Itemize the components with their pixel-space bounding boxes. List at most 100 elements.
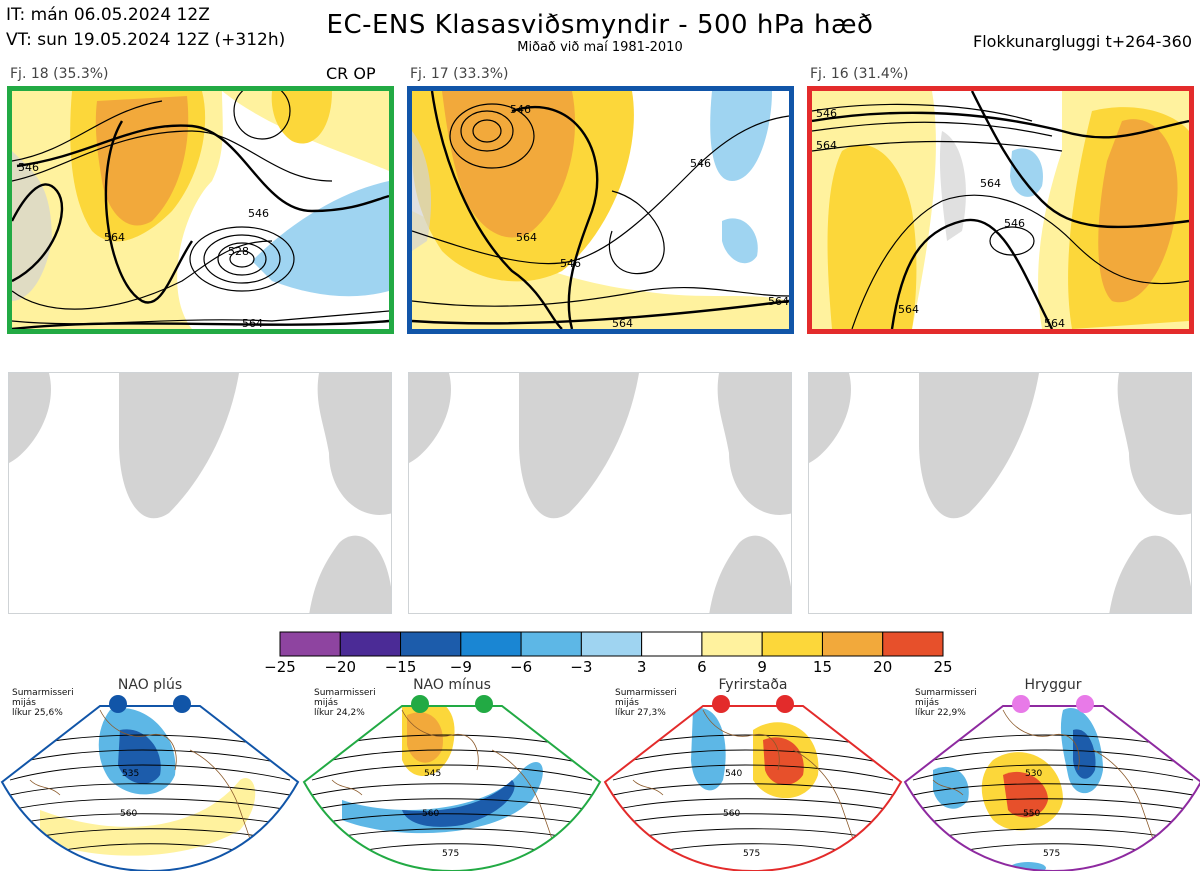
colorbar-bin-5	[580, 631, 643, 657]
regime-marker-left	[712, 695, 730, 713]
regime-contour-label: 575	[743, 849, 760, 859]
cluster-3-contour-label-1: 546	[816, 107, 837, 120]
colorbar-tick-0: −25	[264, 658, 296, 676]
colorbar-tick-6: 3	[637, 658, 647, 676]
regime-panel-3: Fyrirstaða Sumarmisseri mijás líkur 27,3% 54…	[603, 676, 903, 871]
regime-likelihood: líkur 27,3%	[615, 708, 666, 718]
regime-contour-label: 530	[1025, 769, 1042, 779]
colorbar-bin-3	[460, 631, 522, 657]
regime-info: Sumarmisseri mijás líkur 25,6%	[12, 688, 74, 718]
colorbar-bin-1	[339, 631, 402, 657]
colorbar-tick-9: 15	[813, 658, 832, 676]
cluster-1-contour-label-4: 546	[248, 207, 269, 220]
regime-marker-right	[1076, 695, 1094, 713]
colorbar-tick-8: 9	[757, 658, 767, 676]
colorbar-tick-10: 20	[873, 658, 892, 676]
colorbar-tick-4: −6	[510, 658, 532, 676]
cluster-3-contour-label-4: 546	[1004, 217, 1025, 230]
regime-mean: mijás	[615, 698, 639, 708]
cluster-2-map: 546 546 564 546 564 564	[407, 86, 794, 334]
classification-window: Flokkunargluggi t+264-360	[973, 32, 1192, 51]
cluster-2-contour-label-6: 564	[612, 317, 633, 329]
cluster-1-label: Fj. 18 (35.3%)	[10, 66, 109, 82]
regime-contour-label: 560	[120, 809, 137, 819]
regime-marker-right	[776, 695, 794, 713]
regime-contour-label: 560	[723, 809, 740, 819]
colorbar-bin-2	[400, 631, 462, 657]
cluster-3-label: Fj. 16 (31.4%)	[810, 66, 909, 82]
colorbar-bin-7	[701, 631, 763, 657]
colorbar-bin-4	[520, 631, 582, 657]
regime-contour-label: 540	[725, 769, 742, 779]
colorbar-tick-2: −15	[385, 658, 417, 676]
regime-map: 545 560 575	[302, 695, 602, 871]
regime-likelihood: líkur 24,2%	[314, 708, 365, 718]
regime-title: Hryggur	[1024, 677, 1082, 693]
cluster-2-field: 546 546 564 546 564 564	[412, 91, 789, 329]
regime-season: Sumarmisseri	[615, 688, 677, 698]
regime-title: NAO plús	[117, 677, 183, 693]
cluster-1-contour-label-3: 528	[228, 245, 249, 258]
cluster-2-label: Fj. 17 (33.3%)	[410, 66, 509, 82]
regime-marker-right	[475, 695, 493, 713]
colorbar-bin-0	[279, 631, 341, 657]
colorbar-bin-6	[641, 631, 703, 657]
regime-marker-right	[173, 695, 191, 713]
basemap-3	[808, 372, 1192, 614]
regime-marker-left	[411, 695, 429, 713]
cluster-2-contour-label-4: 546	[560, 257, 581, 270]
cluster-3-contour-label-2: 564	[816, 139, 837, 152]
regime-likelihood: líkur 22,9%	[915, 708, 966, 718]
colorbar-bin-9	[821, 631, 884, 657]
regime-marker-left	[1012, 695, 1030, 713]
regime-panel-2: NAO mínus Sumarmisseri mijás líkur 24,2% 545…	[302, 676, 602, 871]
colorbar-bin-10	[882, 631, 944, 657]
cluster-1-contour-label-1: 546	[18, 161, 39, 174]
cluster-2-contour-label-1: 546	[510, 103, 531, 116]
cluster-2-contour-label-3: 564	[516, 231, 537, 244]
regime-contour-label: 575	[442, 849, 459, 859]
colorbar: −25 −20 −15 −9 −6 −3 3 6 9 15 20 25	[264, 631, 953, 676]
regime-title: NAO mínus	[413, 677, 491, 693]
colorbar-tick-11: 25	[933, 658, 952, 676]
regime-mean: mijás	[314, 698, 338, 708]
regime-season: Sumarmisseri	[314, 688, 376, 698]
basemap-1	[8, 372, 392, 614]
cluster-3-map: 546 564 564 546 564 564	[807, 86, 1194, 334]
regime-season: Sumarmisseri	[12, 688, 74, 698]
initial-time: IT: mán 06.05.2024 12Z	[6, 5, 210, 25]
regime-season: Sumarmisseri	[915, 688, 977, 698]
regime-map: 530 550 575	[903, 695, 1200, 871]
regime-map: 535 560	[0, 695, 300, 871]
page-subtitle: Miðað við maí 1981-2010	[517, 40, 683, 55]
basemap-1-land	[9, 373, 391, 613]
regime-info: Sumarmisseri mijás líkur 22,9%	[915, 688, 977, 718]
cluster-1-field: 546 564 528 546 564	[12, 91, 389, 329]
basemap-2	[408, 372, 792, 614]
cluster-3-field: 546 564 564 546 564 564	[812, 91, 1189, 329]
basemap-3-land	[809, 373, 1191, 613]
cluster-3-contour-label-3: 564	[980, 177, 1001, 190]
cluster-3-contour-label-5: 564	[898, 303, 919, 316]
regime-title: Fyrirstaða	[718, 677, 788, 693]
regime-mean: mijás	[915, 698, 939, 708]
cluster-2-contour-label-5: 564	[768, 295, 789, 308]
regime-contour-label: 560	[422, 809, 439, 819]
colorbar-tick-1: −20	[324, 658, 356, 676]
cluster-1-map: 546 564 528 546 564	[7, 86, 394, 334]
regime-marker-left	[109, 695, 127, 713]
cluster-1-tag: CR OP	[326, 64, 376, 83]
colorbar-bin-8	[761, 631, 823, 657]
page-title: EC-ENS Klasasviðsmyndir - 500 hPa hæð	[326, 10, 874, 40]
regime-info: Sumarmisseri mijás líkur 24,2%	[314, 688, 376, 718]
regime-likelihood: líkur 25,6%	[12, 708, 63, 718]
basemap-2-land	[409, 373, 791, 613]
regime-panel-4: Hryggur Sumarmisseri mijás líkur 22,9% 530 55…	[903, 676, 1200, 871]
cluster-1-contour-label-5: 564	[242, 317, 263, 329]
regime-contour-label: 550	[1023, 809, 1040, 819]
regime-mean: mijás	[12, 698, 36, 708]
cluster-1-contour-label-2: 564	[104, 231, 125, 244]
regime-panel-1: NAO plús Sumarmisseri mijás líkur 25,6% 535 5…	[0, 676, 300, 871]
regime-contour-label: 545	[424, 769, 441, 779]
regime-info: Sumarmisseri mijás líkur 27,3%	[615, 688, 677, 718]
